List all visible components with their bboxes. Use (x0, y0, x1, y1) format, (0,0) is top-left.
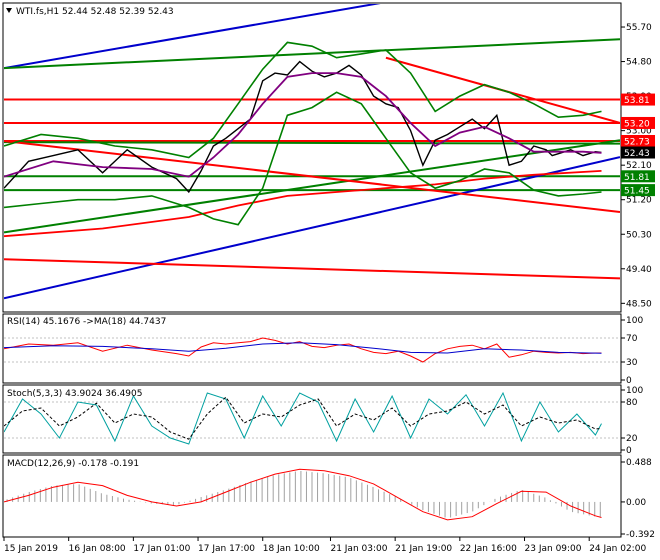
rsi-title: RSI(14) 45.1676 ->MA(18) 44.7437 (7, 317, 166, 327)
x-tick-label: 23 Jan 09:00 (525, 544, 582, 554)
rsi-marks (4, 337, 620, 363)
y-tick-label: 70 (626, 334, 638, 344)
price-series-bb-lower (4, 91, 602, 226)
macd-title: MACD(12,26,9) -0.178 -0.191 (7, 459, 139, 469)
trend-line (4, 140, 620, 213)
y-tick-label: -0.392 (626, 530, 655, 540)
y-tick-label: 0 (626, 376, 632, 386)
x-tick-label: 17 Jan 01:00 (133, 544, 190, 554)
price-label-box (621, 146, 655, 159)
price-title-group: WTI.fs,H1 52.44 52.48 52.39 52.43 (6, 7, 174, 17)
price-series-bb-upper (4, 41, 602, 159)
price-label-box (621, 170, 655, 183)
x-tick-label: 18 Jan 10:00 (263, 544, 320, 554)
trend-line (4, 139, 620, 234)
price-label: 52.43 (624, 149, 650, 159)
y-tick-label: 80 (626, 398, 638, 408)
price-label: 51.81 (624, 173, 650, 183)
rsi-series-MA (4, 342, 602, 354)
price-series-close (4, 60, 602, 194)
y-tick-label: 55.70 (626, 23, 652, 33)
price-marks (4, 4, 620, 300)
stochastic-panel (2, 384, 622, 454)
x-tick-label: 22 Jan 16:00 (460, 544, 517, 554)
price-title: WTI.fs,H1 52.44 52.48 52.39 52.43 (16, 7, 174, 17)
stoch-series-%D (4, 396, 602, 440)
price-label-box (621, 116, 655, 129)
y-tick-label: 52.10 (626, 161, 652, 171)
price-label: 53.81 (624, 96, 650, 106)
trend-line (4, 38, 620, 70)
y-tick-label: 50.30 (626, 230, 652, 240)
x-tick-label: 21 Jan 03:00 (330, 544, 387, 554)
y-tick-label: 100 (626, 386, 643, 396)
stoch-series-%K (4, 391, 602, 445)
y-tick-label: 48.50 (626, 299, 652, 309)
x-tick-label: 24 Jan 02:00 (589, 544, 646, 554)
axis-marks: 55.7054.8053.9053.0052.1051.2050.3049.40… (3, 23, 655, 554)
x-tick-label: 17 Jan 17:00 (198, 544, 255, 554)
price-label-box (621, 93, 655, 106)
y-tick-label: 0 (626, 446, 632, 456)
y-tick-label: 51.20 (626, 196, 652, 206)
trend-line (4, 258, 620, 280)
price-label-box (621, 184, 655, 197)
rsi-series-RSI (4, 337, 602, 363)
price-label: 53.20 (624, 119, 650, 129)
triangle-down-icon (6, 8, 12, 13)
trend-line (4, 156, 620, 300)
price-label: 52.73 (624, 137, 650, 147)
y-tick-label: 30 (626, 358, 638, 368)
y-tick-label: 53.00 (626, 127, 652, 137)
y-tick-label: 0.488 (626, 458, 652, 468)
y-tick-label: 49.40 (626, 265, 652, 275)
x-tick-label: 16 Jan 08:00 (69, 544, 126, 554)
price-series-ma-slow (4, 170, 602, 238)
price-series-ma (4, 72, 602, 178)
macd-marks (4, 468, 602, 521)
x-tick-label: 21 Jan 19:00 (395, 544, 452, 554)
y-tick-label: 100 (626, 316, 643, 326)
trend-line (4, 4, 381, 70)
price-label-box (621, 134, 655, 147)
y-tick-label: 54.80 (626, 58, 652, 68)
macd-series-Signal (4, 468, 602, 521)
y-tick-label: 0.00 (626, 498, 646, 508)
rsi-panel (2, 313, 622, 384)
x-tick-label: 15 Jan 2019 (4, 544, 58, 554)
price-panel (2, 2, 622, 313)
price-label: 51.45 (624, 187, 650, 197)
stochastic-marks (4, 391, 620, 445)
stochastic-title: Stoch(5,3,3) 43.9024 36.4905 (7, 389, 142, 399)
y-tick-label: 20 (626, 434, 638, 444)
